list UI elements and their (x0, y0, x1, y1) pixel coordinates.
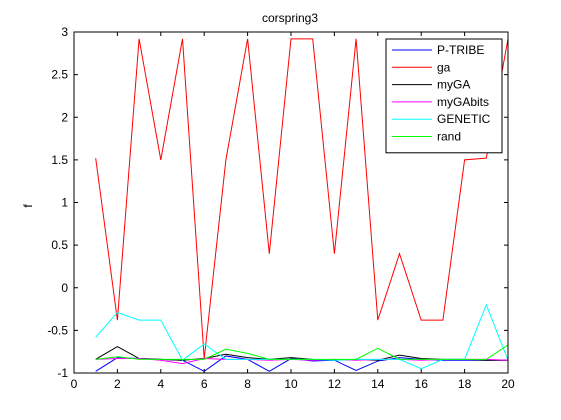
legend-label-rand: rand (437, 130, 461, 144)
legend-label-ga: ga (437, 60, 451, 74)
y-tick-label: -1 (57, 366, 68, 380)
y-tick-label: 1 (61, 196, 68, 210)
y-axis-label: f (21, 204, 35, 208)
legend: P-TRIBE ga myGA myGAbits GENETIC rand (385, 38, 503, 154)
x-tick-label: 8 (244, 377, 251, 391)
y-tick-label: -0.5 (47, 323, 68, 337)
x-tick-label: 20 (501, 377, 515, 391)
series-line-rand (95, 344, 508, 360)
series-line-ga (95, 38, 508, 359)
chart-title: corspring3 (262, 11, 318, 25)
y-tick-label: 0.5 (51, 238, 68, 252)
legend-label-myga: myGA (437, 78, 470, 92)
x-tick-label: 18 (458, 377, 472, 391)
y-tick-label: 2.5 (51, 68, 68, 82)
series-lines (95, 38, 508, 372)
legend-box (385, 38, 503, 154)
x-tick-label: 14 (371, 377, 385, 391)
x-tick-label: 0 (71, 377, 78, 391)
axes-layer: 0 2 4 6 8 10 12 14 16 18 20 -1 -0.5 0 0.5 1 1.5 2 2.5 3 (47, 25, 515, 391)
series-layer (95, 38, 508, 372)
y-tick-label: 1.5 (51, 153, 68, 167)
x-tick-label: 6 (201, 377, 208, 391)
legend-label-mygabits: myGAbits (437, 95, 489, 109)
y-tick-label: 2 (61, 110, 68, 124)
legend-label-genetic: GENETIC (437, 112, 491, 126)
y-tick-label: 3 (61, 25, 68, 39)
x-tick-label: 10 (284, 377, 298, 391)
x-tick-label: 4 (157, 377, 164, 391)
legend-label-p-tribe: P-TRIBE (437, 43, 484, 57)
y-tick-label: 0 (61, 281, 68, 295)
x-tick-label: 2 (114, 377, 121, 391)
x-tick-label: 12 (328, 377, 342, 391)
x-tick-label: 16 (415, 377, 429, 391)
